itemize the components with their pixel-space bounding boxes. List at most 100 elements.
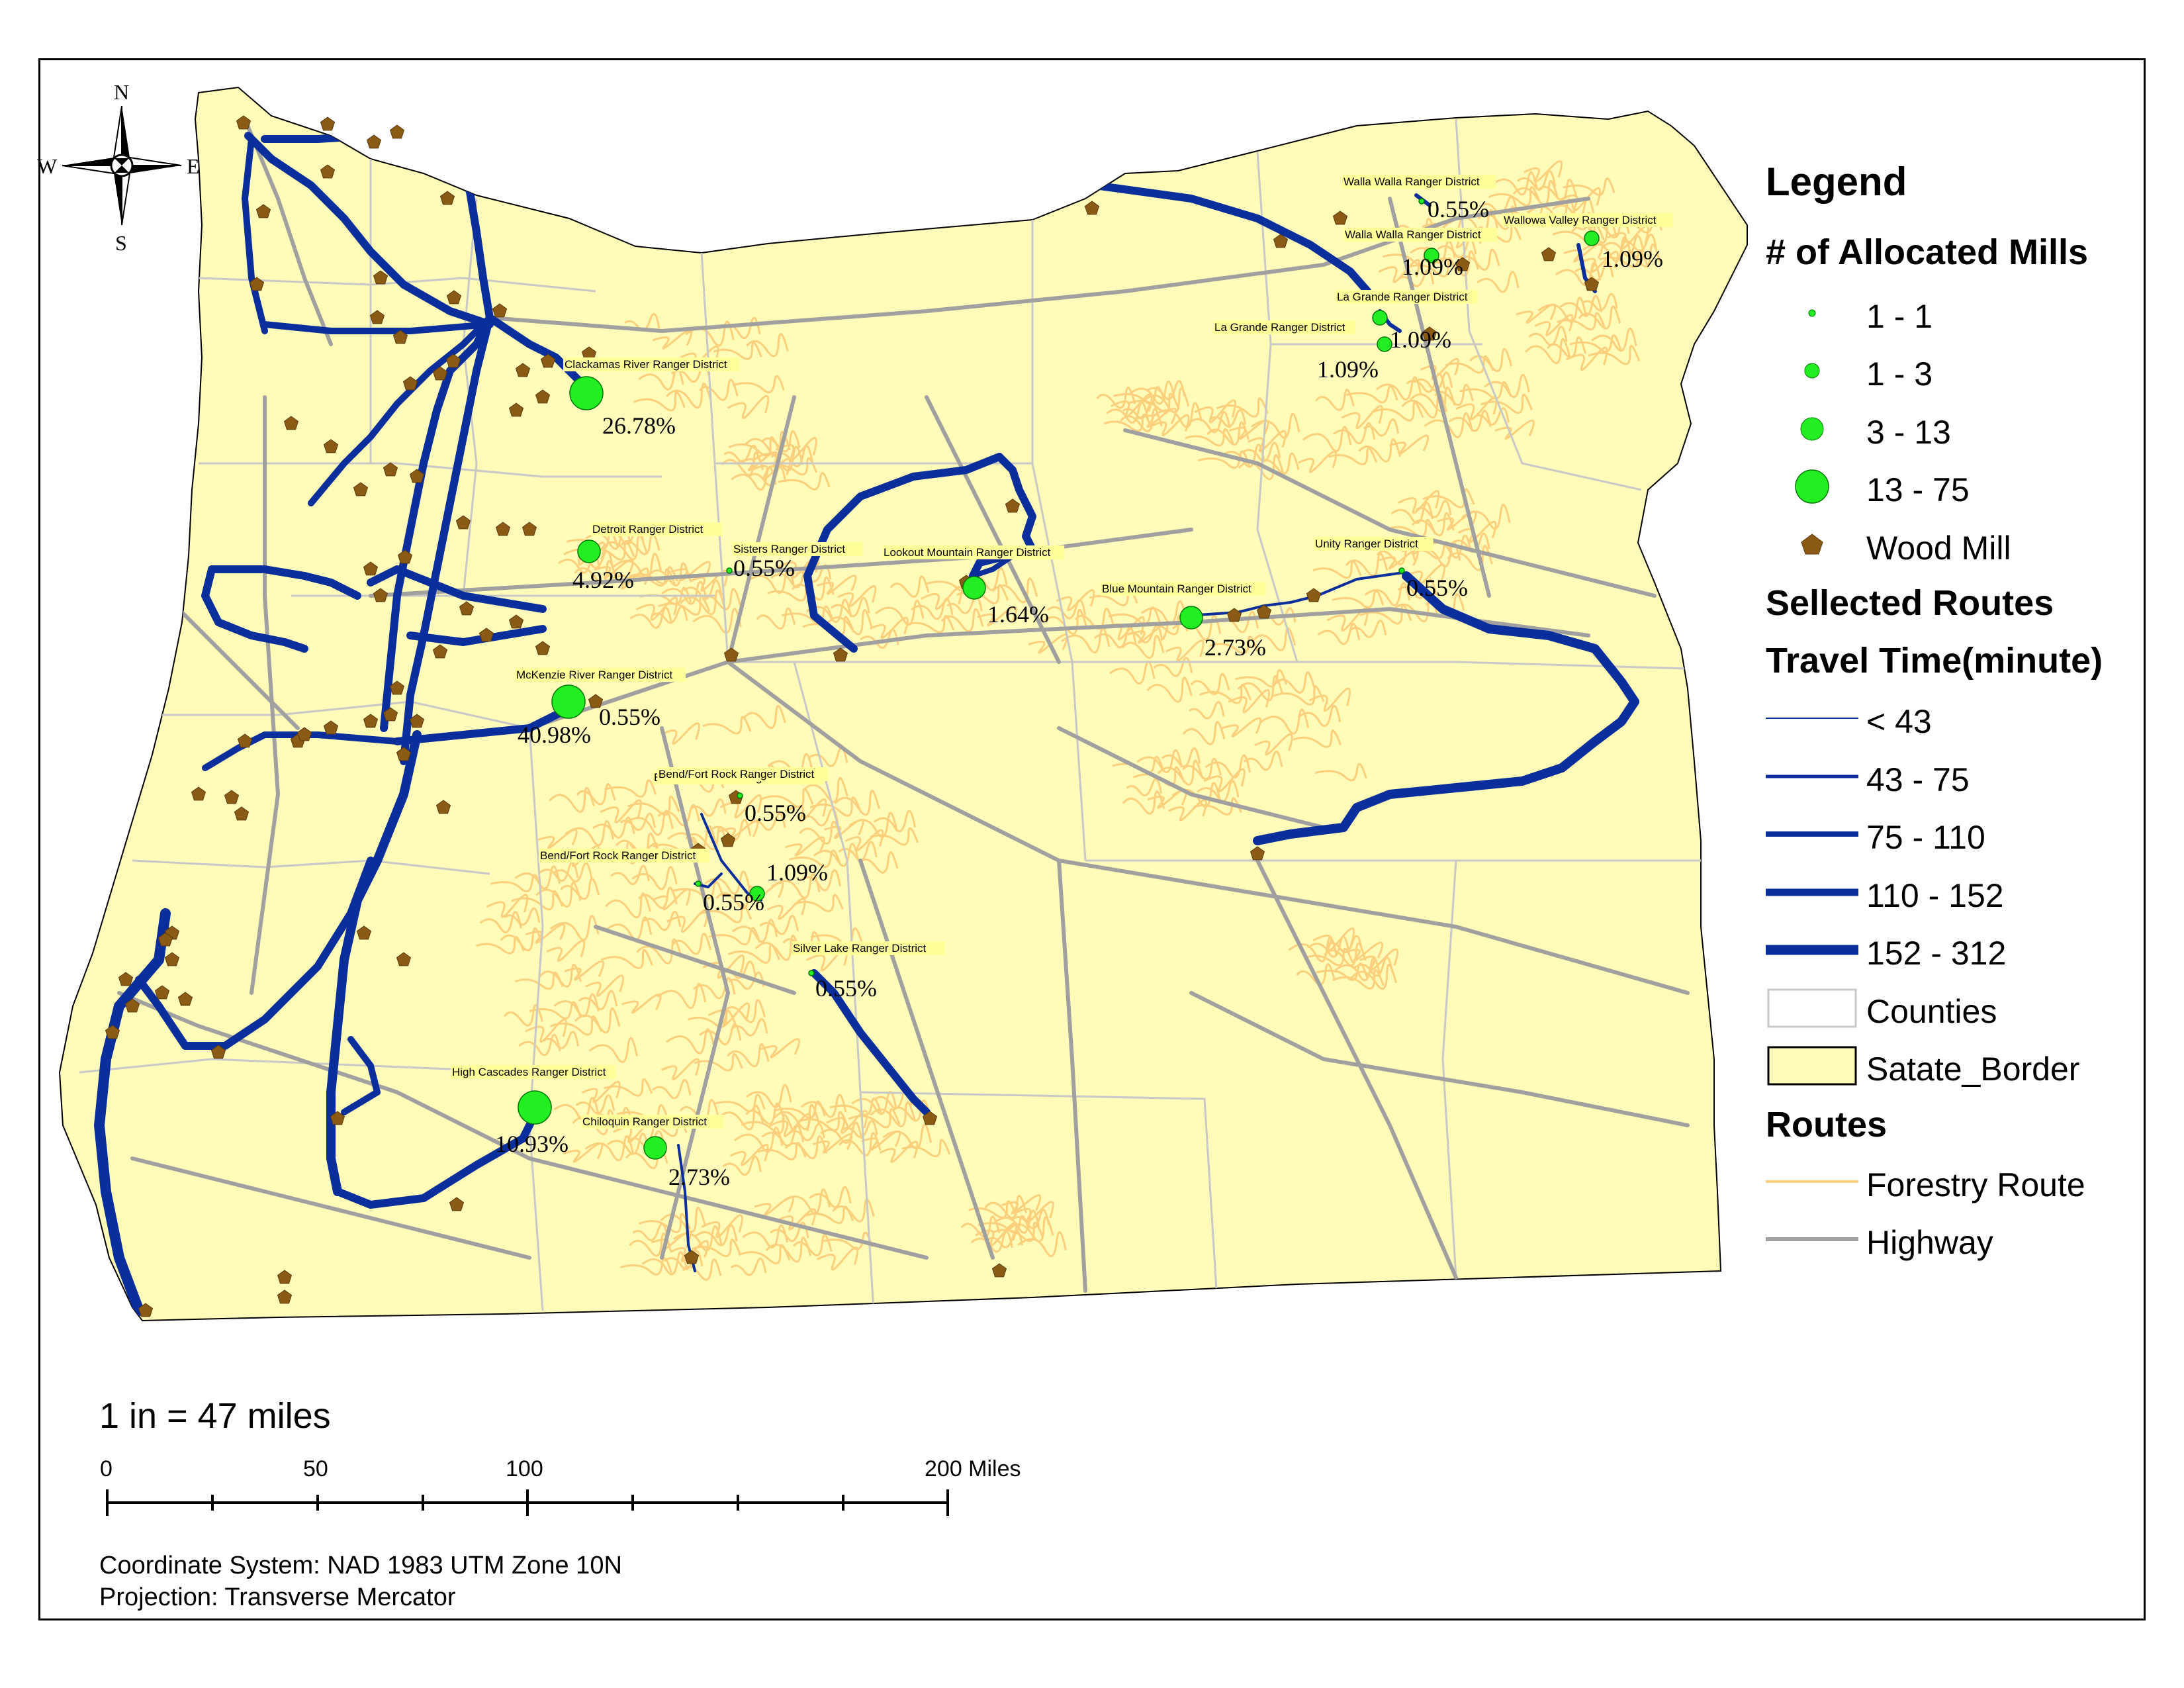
allocated-mill-site bbox=[1398, 567, 1405, 574]
allocation-percent-label: 0.55% bbox=[745, 800, 806, 826]
allocation-percent-label: 0.55% bbox=[733, 555, 795, 581]
wood-mill-marker bbox=[1226, 608, 1242, 622]
legend-counties: Counties bbox=[1766, 988, 2136, 1030]
wood-mill-marker bbox=[1332, 211, 1348, 225]
allocation-percent-label: 1.09% bbox=[1390, 326, 1451, 353]
allocation-percent-label: 1.09% bbox=[1317, 356, 1379, 383]
forestry-patch bbox=[1298, 372, 1448, 473]
forestry-patch bbox=[960, 1194, 1067, 1258]
legend-time-class-1: < 43 bbox=[1766, 698, 2136, 740]
district-name-label: Blue Mountain Ranger District bbox=[1102, 583, 1251, 595]
wood-mill-marker bbox=[409, 714, 425, 728]
wood-mill-marker bbox=[409, 469, 425, 483]
district-name-label: Clackamas River Ranger District bbox=[565, 358, 727, 371]
district-name-label: Chiloquin Ranger District bbox=[582, 1115, 707, 1128]
wood-mill-marker bbox=[535, 641, 551, 655]
legend-state-border-label: Satate_Border bbox=[1866, 1051, 2080, 1088]
wood-mill-marker bbox=[449, 1197, 465, 1211]
district-name-label: Silver Lake Ranger District bbox=[793, 942, 927, 955]
wood-mill-marker bbox=[383, 707, 398, 722]
coordinate-system: Coordinate System: NAD 1983 UTM Zone 10N bbox=[99, 1552, 622, 1579]
district-label-background bbox=[792, 941, 946, 955]
scale-text: 1 in = 47 miles bbox=[99, 1396, 331, 1436]
forestry-route-line bbox=[1766, 1180, 1858, 1183]
legend-mills-class-3-label: 3 - 13 bbox=[1866, 414, 1951, 451]
wood-mill-marker bbox=[277, 1289, 293, 1304]
wood-mill-marker bbox=[283, 416, 299, 430]
legend-highway-label: Highway bbox=[1866, 1224, 1993, 1261]
allocated-mill-sites bbox=[518, 198, 1600, 1160]
mill-class-2-icon bbox=[1804, 363, 1820, 379]
district-name-label: Sisters Ranger District bbox=[733, 543, 845, 555]
percent-labels: 0.55%1.09% 1.09%1.09%1.09%26.78%4.92% 0.55… bbox=[495, 196, 1663, 1190]
wood-mills bbox=[105, 115, 1600, 1317]
scale-bar bbox=[106, 1489, 949, 1516]
scale-tick-50: 50 bbox=[303, 1456, 328, 1481]
legend-time-class-2-label: 43 - 75 bbox=[1866, 761, 1970, 798]
legend-mills-class-4: 13 - 75 bbox=[1766, 467, 2136, 508]
wood-mill-marker bbox=[1250, 846, 1265, 861]
allocated-mill-site bbox=[749, 886, 765, 902]
allocation-percent-label: 40.98% bbox=[518, 722, 591, 748]
wood-mill-marker bbox=[1306, 588, 1322, 602]
district-label-background bbox=[1336, 290, 1478, 304]
time-class-3-line bbox=[1766, 831, 1858, 837]
wood-mill-marker bbox=[991, 1263, 1007, 1278]
wood-mill-marker bbox=[353, 482, 369, 496]
state-border bbox=[58, 86, 1748, 1322]
forestry-patch bbox=[730, 1186, 875, 1276]
time-class-4-line bbox=[1766, 888, 1858, 896]
wood-mill-marker bbox=[366, 134, 382, 149]
wood-mill-marker bbox=[389, 680, 405, 695]
wood-mill-marker bbox=[833, 647, 848, 662]
wood-mill-marker bbox=[508, 402, 524, 417]
wood-mill-marker bbox=[277, 1270, 293, 1284]
wood-mill-marker bbox=[723, 647, 739, 662]
allocation-percent-label: 10.93% bbox=[495, 1131, 569, 1157]
district-name-label: Bend/Fort Rock Ranger District bbox=[540, 849, 696, 862]
district-label-background bbox=[581, 1115, 723, 1129]
compass-n: N bbox=[114, 80, 129, 104]
wood-mill-marker bbox=[1005, 498, 1021, 513]
forestry-patch bbox=[1182, 671, 1367, 782]
allocated-mill-site bbox=[962, 576, 986, 600]
wood-mill-marker bbox=[435, 800, 451, 814]
district-name-label: McKenzie River Ranger District bbox=[516, 669, 672, 681]
wood-mill-marker bbox=[124, 998, 140, 1013]
district-label-background bbox=[539, 849, 709, 863]
time-class-5-line bbox=[1766, 945, 1858, 955]
state-border-swatch bbox=[1767, 1046, 1857, 1086]
wood-mill-marker bbox=[323, 439, 339, 453]
allocation-percent-label: 2.73% bbox=[1205, 634, 1266, 661]
time-class-1-line bbox=[1766, 718, 1858, 719]
wood-mill-marker bbox=[118, 972, 134, 986]
allocation-percent-label: 0.55% bbox=[815, 975, 877, 1002]
district-label-background bbox=[882, 545, 1065, 559]
wood-mill-marker bbox=[1455, 257, 1471, 271]
forestry-patch bbox=[860, 567, 1038, 649]
legend-time-class-5: 152 - 312 bbox=[1766, 930, 2136, 972]
district-label-background bbox=[732, 542, 863, 556]
wood-mill-marker bbox=[356, 925, 372, 940]
scale-tick-0: 0 bbox=[100, 1456, 113, 1481]
wood-mill-marker bbox=[249, 277, 265, 291]
legend-time-class-5-label: 152 - 312 bbox=[1866, 935, 2007, 972]
wood-mill-marker bbox=[392, 330, 408, 344]
allocated-mill-site bbox=[643, 1136, 667, 1160]
wood-mill-marker bbox=[158, 932, 173, 947]
allocated-mill-site bbox=[737, 792, 743, 799]
wood-mill-marker bbox=[363, 561, 379, 576]
wood-mill-marker bbox=[478, 628, 494, 642]
time-class-2-line bbox=[1766, 774, 1858, 778]
allocated-mill-site bbox=[551, 684, 586, 719]
wood-mill-marker bbox=[138, 1303, 154, 1317]
projection: Projection: Transverse Mercator bbox=[99, 1583, 456, 1611]
wood-mill-marker bbox=[373, 588, 388, 602]
forestry-patch bbox=[819, 1089, 951, 1163]
allocated-mill-site bbox=[1418, 198, 1425, 205]
wood-mill-marker bbox=[439, 191, 455, 205]
map-frame bbox=[38, 58, 2146, 1620]
wood-mill-marker bbox=[320, 164, 336, 179]
wood-mill-marker bbox=[515, 363, 531, 377]
